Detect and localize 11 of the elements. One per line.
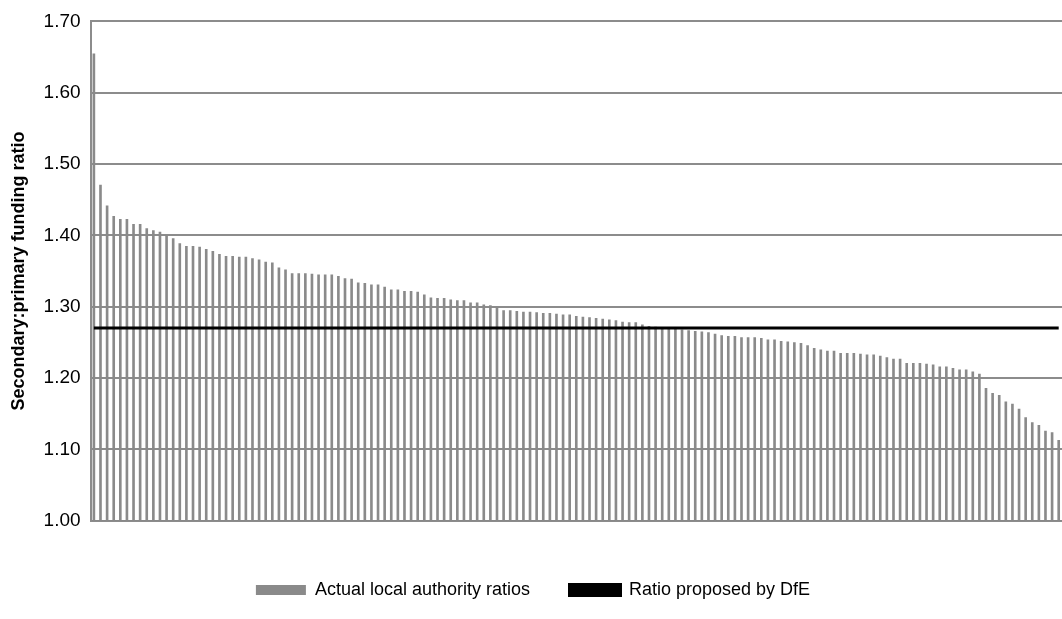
legend-label: Actual local authority ratios [314, 578, 531, 599]
y-tick-label: 1.10 [43, 437, 81, 459]
y-tick-label: 1.40 [43, 223, 81, 245]
legend-label: Ratio proposed by DfE [629, 578, 811, 599]
y-tick-label: 1.20 [43, 366, 81, 388]
y-tick-label: 1.00 [43, 508, 81, 530]
y-tick-label: 1.60 [43, 80, 81, 102]
y-tick-label: 1.30 [43, 294, 81, 316]
y-axis-title: Secondary:primary funding ratio [7, 131, 28, 411]
y-tick-label: 1.70 [43, 9, 81, 31]
y-tick-label: 1.50 [43, 152, 81, 174]
